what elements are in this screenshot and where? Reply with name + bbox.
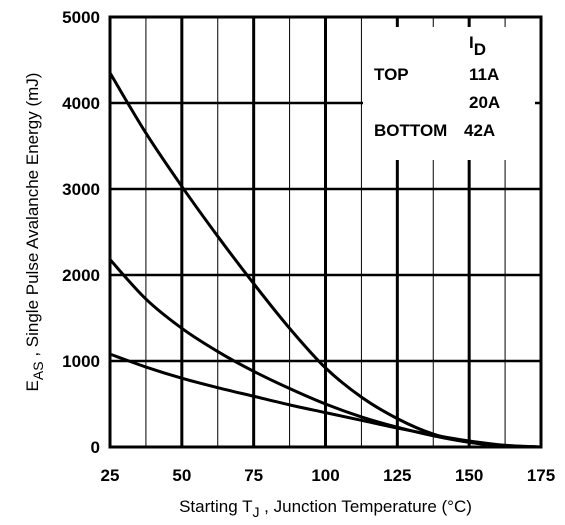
x-axis-label-suffix: , Junction Temperature (°C) <box>259 497 471 516</box>
series-group <box>108 71 543 449</box>
plot-frame <box>108 15 543 449</box>
x-axis-label-prefix: Starting T <box>179 497 252 516</box>
x-tick-label: 175 <box>527 466 555 485</box>
x-tick-label: 150 <box>455 466 483 485</box>
y-axis-label-suffix: , Single Pulse Avalanche Energy (mJ) <box>23 73 42 362</box>
x-axis-label-sub: J <box>252 504 259 520</box>
legend-header: ID <box>469 33 486 59</box>
legend: ID TOP 11A 20A BOTTOM 42A <box>374 33 500 140</box>
y-axis-label-main: E <box>23 380 42 391</box>
legend-row-value: 20A <box>469 93 500 112</box>
y-axis-label: EAS , Single Pulse Avalanche Energy (mJ) <box>23 73 46 392</box>
x-tick-label: 50 <box>172 466 191 485</box>
y-tick-label: 3000 <box>62 180 100 199</box>
x-axis-label: Starting TJ , Junction Temperature (°C) <box>179 497 472 520</box>
legend-row-value: 11A <box>469 65 499 84</box>
y-tick-label: 0 <box>91 438 100 457</box>
y-tick-label: 1000 <box>62 352 100 371</box>
legend-box <box>363 27 535 160</box>
legend-background <box>363 27 535 160</box>
x-tick-label: 25 <box>101 466 120 485</box>
series-line-3 <box>108 352 543 449</box>
legend-row-value: 42A <box>464 121 495 140</box>
x-tick-label: 100 <box>311 466 339 485</box>
tick-labels: 25 50 75 100 125 150 175 0 1000 2000 3000 4000 5000 <box>62 8 555 485</box>
x-tick-label: 75 <box>244 466 263 485</box>
legend-row-label: BOTTOM <box>374 121 447 140</box>
y-tick-label: 2000 <box>62 266 100 285</box>
legend-header-main: I <box>469 33 474 52</box>
x-tick-label: 125 <box>383 466 411 485</box>
y-tick-label: 4000 <box>62 94 100 113</box>
y-tick-label: 5000 <box>62 8 100 27</box>
legend-row-label: TOP <box>374 65 409 84</box>
legend-header-sub: D <box>474 40 486 59</box>
y-axis-label-sub: AS <box>30 361 46 380</box>
